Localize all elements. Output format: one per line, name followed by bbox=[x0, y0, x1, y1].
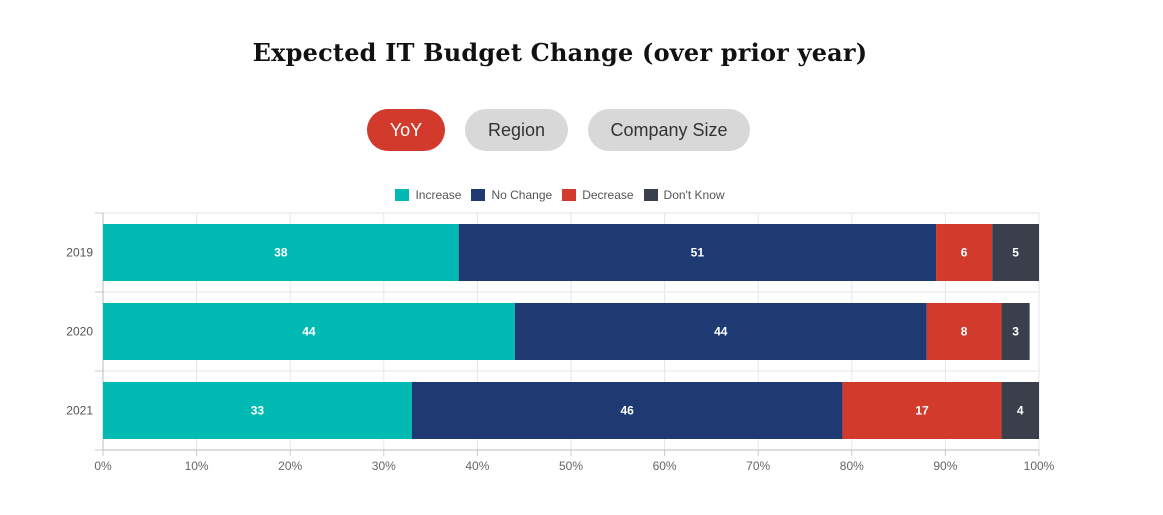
bar-decrease-2021 bbox=[842, 382, 1002, 439]
legend-label-decrease: Decrease bbox=[582, 188, 634, 202]
bar-don-t-know-2019 bbox=[992, 224, 1039, 281]
data-label: 17 bbox=[915, 404, 929, 418]
y-tick-label: 2021 bbox=[66, 404, 93, 418]
chart-legend: Increase No Change Decrease Don't Know bbox=[0, 188, 1120, 202]
chart-title: Expected IT Budget Change (over prior ye… bbox=[252, 38, 868, 67]
data-label: 6 bbox=[961, 246, 968, 260]
x-tick-label: 0% bbox=[94, 459, 112, 473]
x-tick-label: 60% bbox=[653, 459, 677, 473]
data-label: 8 bbox=[961, 325, 968, 339]
legend-item-increase[interactable]: Increase bbox=[395, 188, 461, 202]
x-tick-label: 50% bbox=[559, 459, 583, 473]
tab-company-size[interactable]: Company Size bbox=[588, 109, 750, 151]
bar-increase-2019 bbox=[103, 224, 459, 281]
data-label: 3 bbox=[1012, 325, 1019, 339]
x-tick-label: 20% bbox=[278, 459, 302, 473]
legend-swatch-no-change bbox=[471, 189, 486, 201]
bar-decrease-2019 bbox=[936, 224, 993, 281]
data-label: 5 bbox=[1012, 246, 1019, 260]
data-label: 44 bbox=[302, 325, 316, 339]
bar-decrease-2020 bbox=[926, 303, 1002, 360]
legend-swatch-dont-know bbox=[643, 189, 658, 201]
bar-increase-2021 bbox=[103, 382, 412, 439]
bar-don-t-know-2020 bbox=[1001, 303, 1030, 360]
bar-increase-2020 bbox=[103, 303, 515, 360]
x-tick-label: 40% bbox=[465, 459, 489, 473]
y-tick-label: 2019 bbox=[66, 246, 93, 260]
legend-item-no-change[interactable]: No Change bbox=[471, 188, 552, 202]
data-label: 38 bbox=[274, 246, 288, 260]
tab-yoy[interactable]: YoY bbox=[367, 109, 445, 151]
x-tick-label: 80% bbox=[840, 459, 864, 473]
x-tick-label: 70% bbox=[746, 459, 770, 473]
legend-item-dont-know[interactable]: Don't Know bbox=[643, 188, 725, 202]
data-label: 46 bbox=[620, 404, 634, 418]
x-tick-label: 100% bbox=[1024, 459, 1055, 473]
x-tick-label: 10% bbox=[185, 459, 209, 473]
data-label: 51 bbox=[691, 246, 705, 260]
legend-swatch-increase bbox=[395, 189, 410, 201]
bar-no-change-2020 bbox=[514, 303, 927, 360]
data-label: 33 bbox=[251, 404, 265, 418]
legend-item-decrease[interactable]: Decrease bbox=[562, 188, 634, 202]
x-tick-label: 90% bbox=[933, 459, 957, 473]
tab-region[interactable]: Region bbox=[465, 109, 568, 151]
legend-label-no-change: No Change bbox=[491, 188, 553, 202]
data-label: 44 bbox=[714, 325, 728, 339]
bar-no-change-2019 bbox=[458, 224, 937, 281]
y-tick-label: 2020 bbox=[66, 325, 93, 339]
bar-no-change-2021 bbox=[411, 382, 843, 439]
legend-label-dont-know: Don't Know bbox=[663, 188, 725, 202]
data-label: 4 bbox=[1017, 404, 1024, 418]
legend-swatch-decrease bbox=[562, 189, 577, 201]
x-tick-label: 30% bbox=[372, 459, 396, 473]
legend-label-increase: Increase bbox=[415, 188, 462, 202]
bar-don-t-know-2021 bbox=[1001, 382, 1039, 439]
